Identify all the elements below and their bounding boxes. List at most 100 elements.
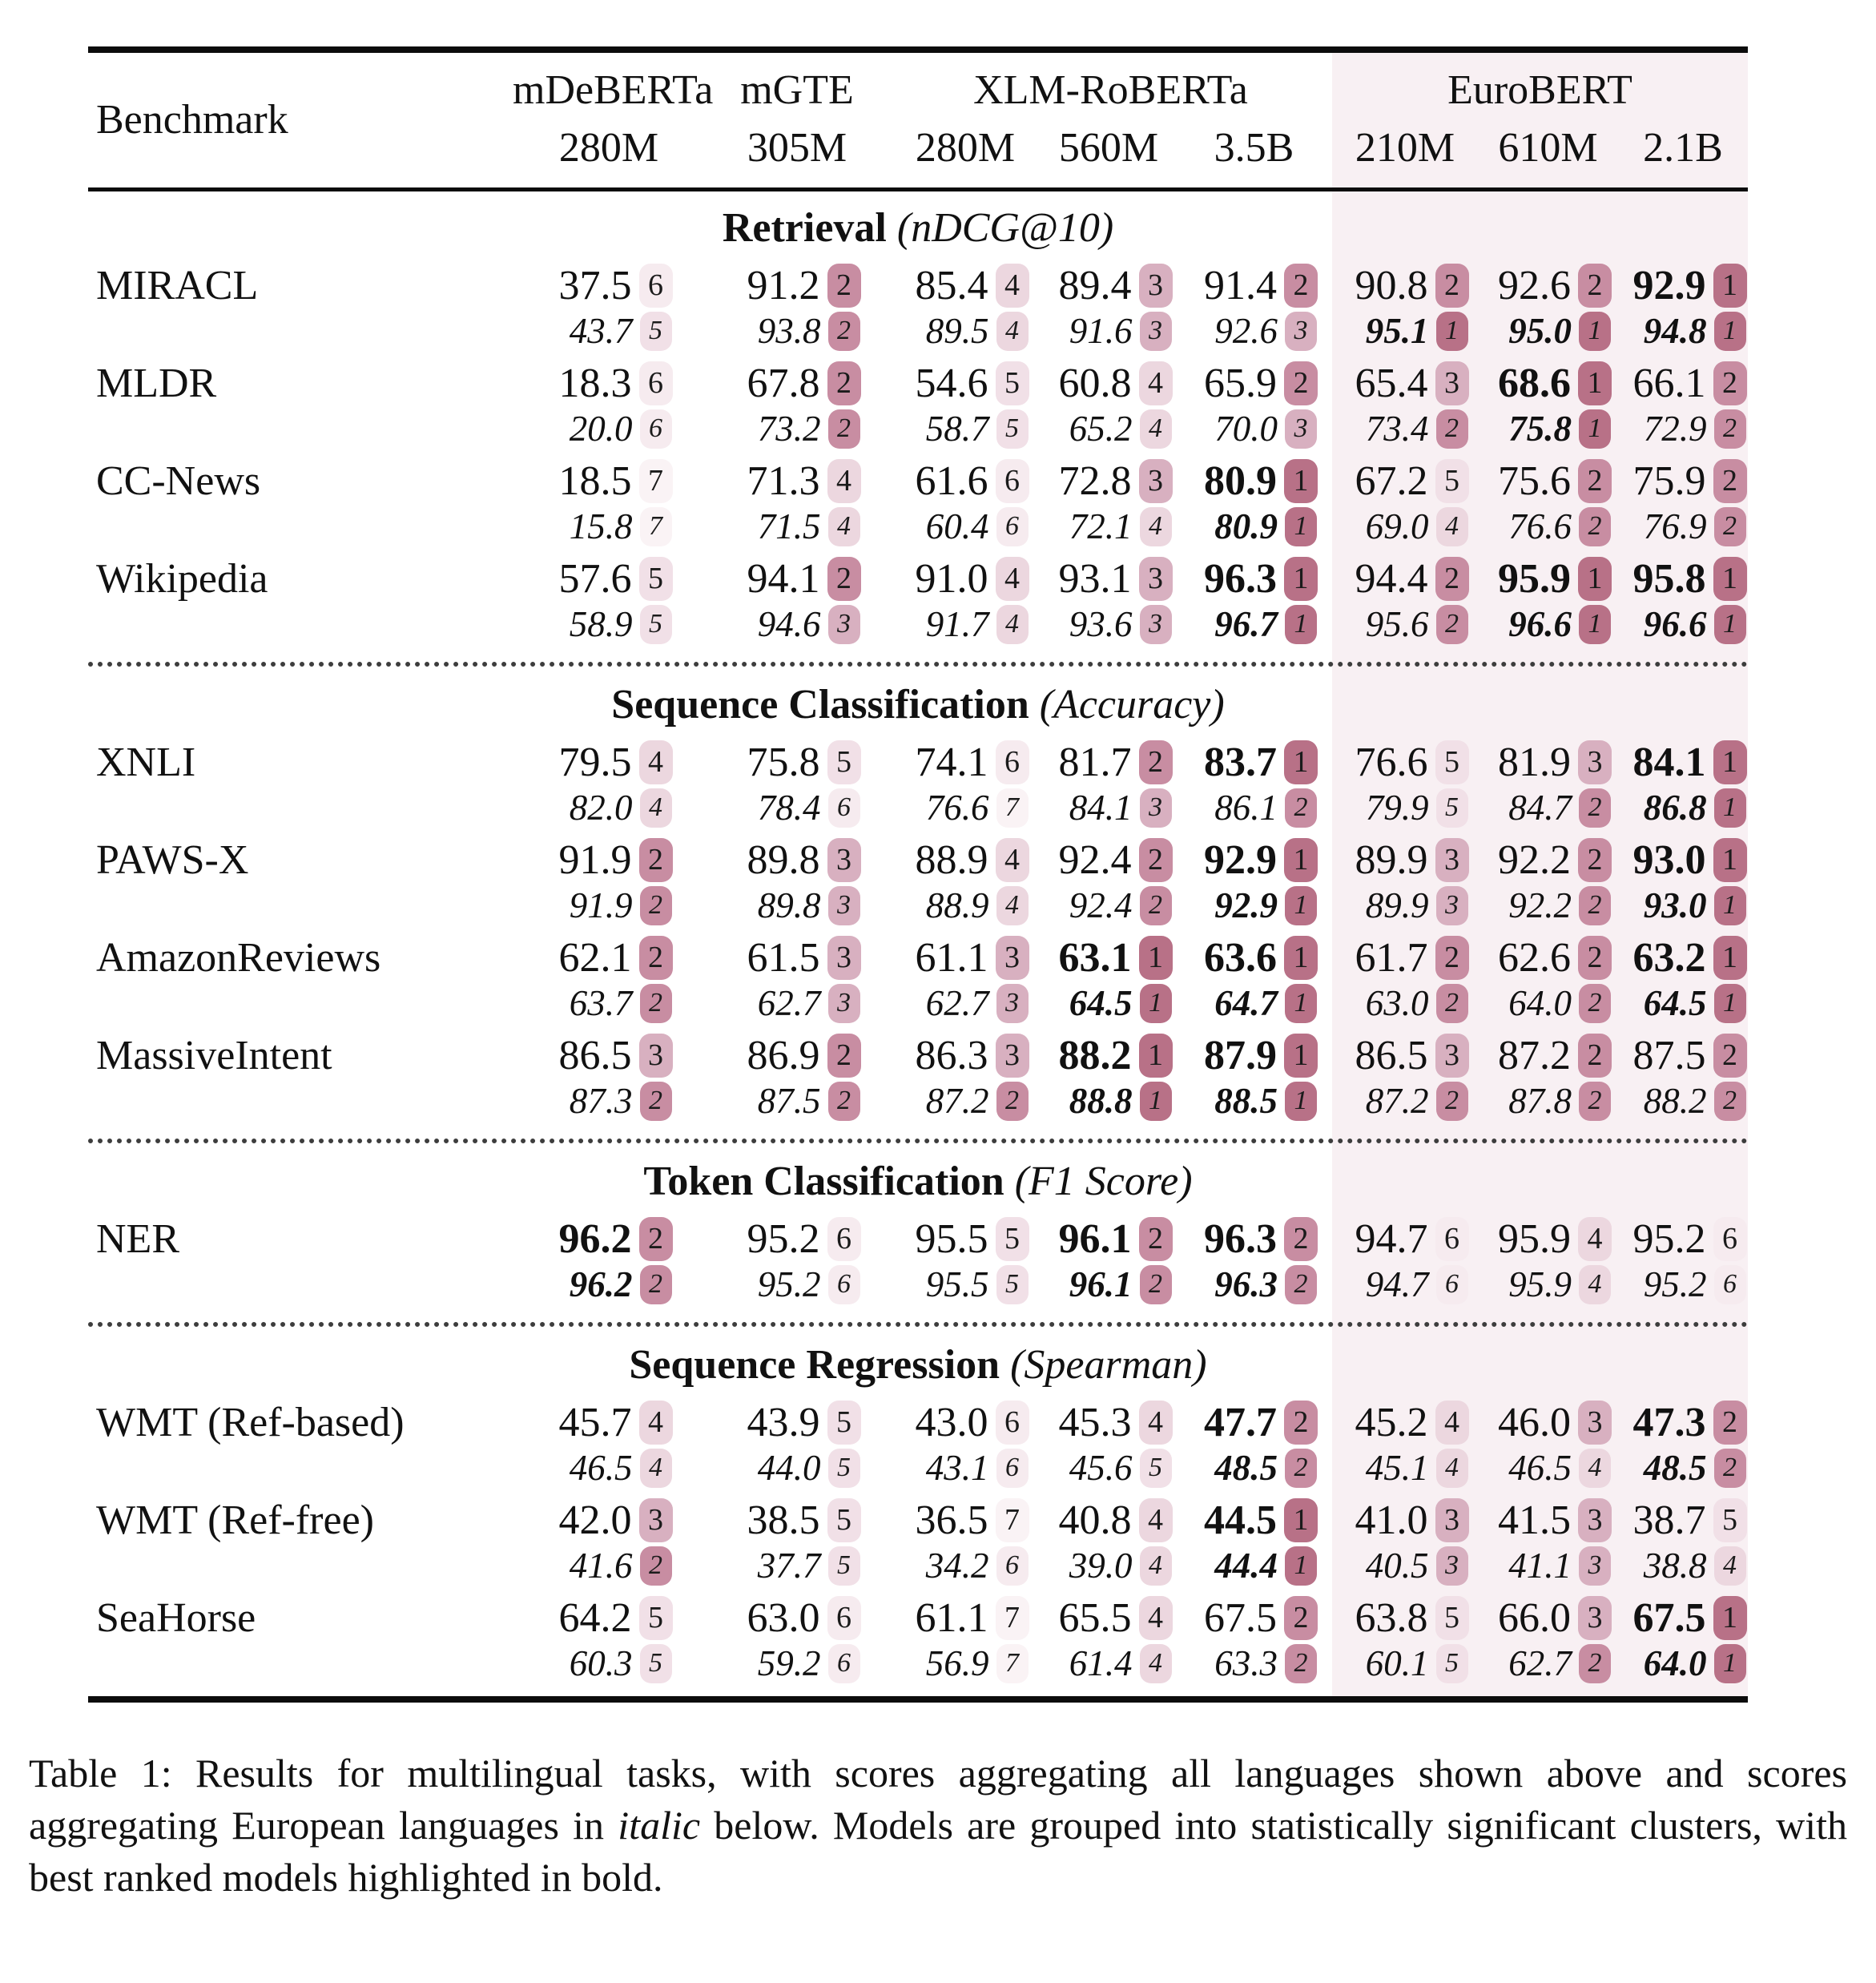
score-value: 63.8: [1355, 1594, 1428, 1641]
score-value: 89.8: [757, 885, 821, 925]
score-value: 65.9: [1204, 360, 1277, 406]
score-cell: 94.1 2 94.6 3: [705, 554, 889, 646]
score-value: 94.1: [747, 555, 820, 602]
score-value: 96.2: [558, 1215, 632, 1262]
score-line-all-languages: 66.1 2: [1618, 359, 1748, 407]
rank-badge: 1: [1284, 1497, 1318, 1542]
score-cell: 87.9 1 88.5 1: [1176, 1031, 1332, 1122]
table-row: PAWS-X 91.9 2 91.9 2 89.8 3 89.8 3 88.9 4 88.9 4 92.4…: [88, 832, 1748, 930]
model-size: 280M: [915, 125, 1016, 171]
score-line-european-languages: 92.9 1: [1176, 884, 1332, 927]
score-line-all-languages: 60.8 4: [1041, 359, 1176, 407]
score-line-all-languages: 65.9 2: [1176, 359, 1332, 407]
rank-badge: 2: [1285, 1264, 1317, 1304]
score-cell: 65.9 2 70.0 3: [1176, 359, 1332, 450]
score-line-all-languages: 88.9 4: [889, 836, 1041, 884]
rank-badge: 4: [995, 556, 1029, 601]
score-line-european-languages: 96.1 2: [1041, 1263, 1176, 1306]
score-line-all-languages: 42.0 3: [513, 1496, 705, 1544]
rank-badge: 4: [638, 1400, 673, 1445]
score-value: 58.7: [925, 409, 989, 449]
score-value: 36.5: [915, 1497, 988, 1543]
score-line-european-languages: 62.7 3: [705, 981, 889, 1025]
score-cell: 63.1 1 64.5 1: [1041, 933, 1176, 1025]
section-title: Token Classification: [643, 1159, 1004, 1204]
score-cell: 95.5 5 95.5 5: [889, 1215, 1041, 1306]
score-line-all-languages: 95.2 6: [1618, 1215, 1748, 1263]
score-value: 96.3: [1204, 555, 1277, 602]
score-value: 96.3: [1214, 1264, 1278, 1304]
rank-badge: 2: [639, 885, 672, 925]
benchmark-label: WMT (Ref-based): [96, 1399, 405, 1445]
score-value: 96.6: [1643, 604, 1707, 644]
score-value: 45.2: [1355, 1399, 1428, 1445]
score-value: 91.2: [747, 262, 820, 308]
score-line-european-languages: 20.0 6: [513, 407, 705, 450]
score-value: 63.0: [1365, 983, 1429, 1023]
score-line-all-languages: 96.2 2: [513, 1215, 705, 1263]
rank-badge: 4: [1138, 1400, 1173, 1445]
rank-badge: 6: [1435, 1264, 1468, 1304]
rank-badge: 4: [1139, 1643, 1172, 1683]
score-cell: 41.0 3 40.5 3: [1332, 1496, 1478, 1587]
score-value: 44.4: [1214, 1546, 1278, 1586]
score-cell: 96.3 1 96.7 1: [1176, 554, 1332, 646]
section-header: Sequence Classification (Accuracy): [88, 668, 1748, 735]
score-line-european-languages: 96.3 2: [1176, 1263, 1332, 1306]
score-value: 95.5: [925, 1264, 989, 1304]
score-value: 63.3: [1214, 1643, 1278, 1683]
rank-badge: 3: [827, 935, 861, 980]
rank-badge: 1: [1713, 311, 1746, 351]
score-line-all-languages: 37.5 6: [513, 261, 705, 309]
rank-badge: 7: [638, 458, 673, 503]
rank-badge: 5: [995, 1216, 1029, 1261]
score-cell: 93.0 1 93.0 1: [1618, 836, 1748, 927]
score-value: 87.2: [1365, 1081, 1429, 1121]
score-value: 37.5: [558, 262, 632, 308]
rank-badge: 1: [1138, 1033, 1173, 1078]
score-line-european-languages: 64.5 1: [1041, 981, 1176, 1025]
score-line-european-languages: 87.2 2: [889, 1079, 1041, 1122]
benchmark-label: MLDR: [96, 360, 217, 406]
rank-badge: 2: [1284, 1400, 1318, 1445]
score-value: 95.0: [1508, 311, 1572, 351]
rank-badge: 3: [1435, 885, 1468, 925]
model-size: 305M: [747, 125, 847, 171]
score-line-european-languages: 44.0 5: [705, 1446, 889, 1489]
score-value: 87.2: [1498, 1032, 1571, 1078]
rank-badge: 1: [1284, 935, 1318, 980]
caption-text: Table 1: Results for multilingual tasks,…: [29, 1751, 1847, 1848]
score-value: 84.7: [1508, 788, 1572, 828]
score-line-all-languages: 47.7 2: [1176, 1398, 1332, 1446]
score-line-european-languages: 88.2 2: [1618, 1079, 1748, 1122]
rank-badge: 1: [1713, 740, 1747, 784]
rank-badge: 4: [995, 263, 1029, 308]
score-cell: 60.8 4 65.2 4: [1041, 359, 1176, 450]
rank-badge: 2: [1578, 458, 1612, 503]
score-line-european-languages: 69.0 4: [1332, 505, 1478, 548]
score-value: 93.0: [1643, 885, 1707, 925]
score-line-european-languages: 64.0 2: [1478, 981, 1618, 1025]
score-cell: 80.9 1 80.9 1: [1176, 457, 1332, 548]
score-value: 73.4: [1365, 409, 1429, 449]
score-cell: 92.9 1 92.9 1: [1176, 836, 1332, 927]
score-line-all-languages: 67.2 5: [1332, 457, 1478, 505]
score-value: 46.5: [1508, 1448, 1572, 1488]
score-value: 66.0: [1498, 1594, 1571, 1641]
rank-badge: 4: [996, 311, 1029, 351]
score-line-european-languages: 48.5 2: [1176, 1446, 1332, 1489]
score-value: 76.6: [1508, 506, 1572, 546]
score-value: 88.9: [925, 885, 989, 925]
score-line-european-languages: 43.1 6: [889, 1446, 1041, 1489]
score-value: 94.7: [1365, 1264, 1429, 1304]
score-line-all-languages: 45.3 4: [1041, 1398, 1176, 1446]
score-value: 83.7: [1204, 739, 1277, 785]
model-size: 2.1B: [1643, 125, 1723, 171]
rank-badge: 4: [1435, 1400, 1469, 1445]
score-line-all-languages: 68.6 1: [1478, 359, 1618, 407]
score-value: 71.5: [757, 506, 821, 546]
rank-badge: 2: [639, 1546, 672, 1586]
score-cell: 95.2 6 95.2 6: [1618, 1215, 1748, 1306]
score-line-european-languages: 44.4 1: [1176, 1544, 1332, 1587]
rank-badge: 5: [1435, 740, 1469, 784]
